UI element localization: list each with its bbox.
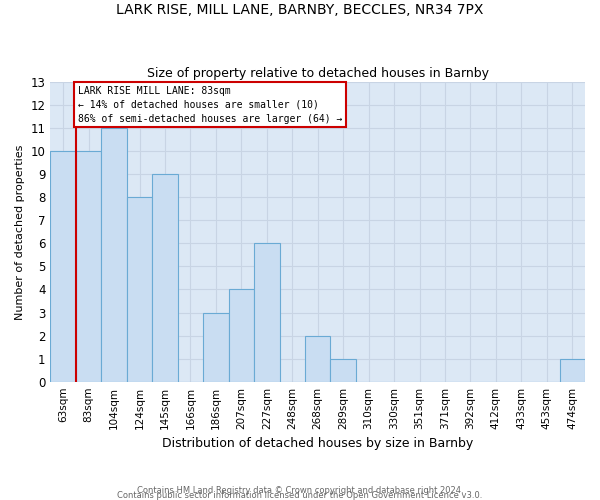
- Bar: [101, 128, 127, 382]
- Text: Contains HM Land Registry data © Crown copyright and database right 2024.: Contains HM Land Registry data © Crown c…: [137, 486, 463, 495]
- Bar: [331, 358, 356, 382]
- Bar: [76, 151, 101, 382]
- X-axis label: Distribution of detached houses by size in Barnby: Distribution of detached houses by size …: [162, 437, 473, 450]
- Text: Contains public sector information licensed under the Open Government Licence v3: Contains public sector information licen…: [118, 490, 482, 500]
- Title: Size of property relative to detached houses in Barnby: Size of property relative to detached ho…: [147, 66, 489, 80]
- Bar: [305, 336, 331, 382]
- Bar: [152, 174, 178, 382]
- Text: LARK RISE, MILL LANE, BARNBY, BECCLES, NR34 7PX: LARK RISE, MILL LANE, BARNBY, BECCLES, N…: [116, 2, 484, 16]
- Bar: [127, 198, 152, 382]
- Bar: [203, 312, 229, 382]
- Bar: [229, 290, 254, 382]
- Y-axis label: Number of detached properties: Number of detached properties: [15, 144, 25, 320]
- Text: LARK RISE MILL LANE: 83sqm
← 14% of detached houses are smaller (10)
86% of semi: LARK RISE MILL LANE: 83sqm ← 14% of deta…: [78, 86, 342, 124]
- Bar: [560, 358, 585, 382]
- Bar: [50, 151, 76, 382]
- Bar: [254, 244, 280, 382]
